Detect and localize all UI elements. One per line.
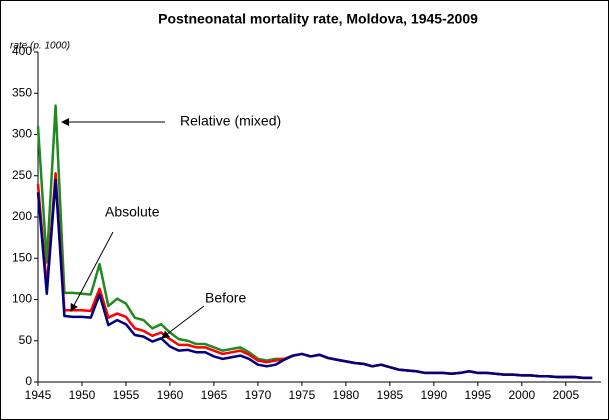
y-axis-label: rate (p. 1000) [10,41,70,52]
annotation: Before [205,290,246,306]
annotation: Relative (mixed) [180,113,281,129]
y-tick-label: 100 [12,292,32,306]
x-tick-label: 2000 [508,388,535,402]
x-tick-label: 1950 [69,388,96,402]
y-tick-label: 250 [12,168,32,182]
y-tick-label: 0 [25,374,32,388]
y-tick-label: 50 [19,333,33,347]
series-line [36,178,593,380]
chart-title: Postneonatal mortality rate, Moldova, 19… [158,11,478,27]
x-tick-label: 1975 [289,388,316,402]
x-tick-label: 1980 [333,388,360,402]
y-tick-label: 150 [12,250,32,264]
y-tick-label: 400 [12,44,32,58]
x-tick-label: 1985 [377,388,404,402]
y-tick-label: 350 [12,85,32,99]
y-tick-label: 300 [12,127,32,141]
x-tick-label: 1970 [245,388,272,402]
x-tick-label: 1995 [464,388,491,402]
annotation: Absolute [105,204,160,220]
x-tick-label: 1965 [201,388,228,402]
x-tick-label: 1990 [421,388,448,402]
annotation-arrow [70,231,114,312]
x-tick-label: 2005 [552,388,579,402]
plot: 0 50 100 150 200 250 300 350 400 1945 1950 1955 1960… [12,44,601,402]
x-tick-label: 1955 [113,388,140,402]
x-tick-label: 1945 [25,388,52,402]
annotation-arrow [161,305,205,339]
x-tick-label: 1960 [157,388,184,402]
y-tick-label: 200 [12,209,32,223]
